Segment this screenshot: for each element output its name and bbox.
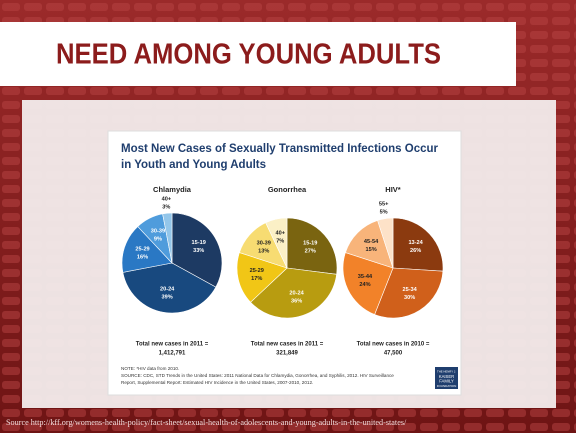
pie-slice <box>171 212 223 288</box>
slice-label: 20-24 36% <box>289 291 304 305</box>
slice-category: 13-24 <box>408 240 423 246</box>
slide-heading: NEED AMONG YOUNG ADULTS <box>56 39 441 71</box>
slice-value-label: 27% <box>305 249 316 255</box>
slice-value-label: 24% <box>359 283 370 289</box>
chart-title: HIV* <box>385 185 401 194</box>
pie-slice <box>286 217 338 275</box>
slice-value-label: 7% <box>276 239 284 245</box>
slice-label: 25-29 16% <box>135 247 149 261</box>
slice-value-label: 33% <box>193 249 204 255</box>
slice-value-label: 15% <box>365 248 376 254</box>
slice-label: 35-44 24% <box>358 275 373 289</box>
slice-label: 30-39 9% <box>151 229 165 243</box>
slice-label: 13-24 26% <box>408 240 423 254</box>
slice-value-label: 3% <box>162 205 170 211</box>
chart-title: Gonorrhea <box>268 185 307 194</box>
slice-category: 20-24 <box>160 287 175 293</box>
figure-note: NOTE: *HIV data from 2010. <box>121 366 179 371</box>
logo-text: KAISER <box>439 374 454 379</box>
total-value: 321,849 <box>276 351 298 357</box>
total-value: 1,412,791 <box>159 351 186 357</box>
slice-category: 20-24 <box>289 291 304 297</box>
slice-category: 25-34 <box>402 288 417 294</box>
slice-category: 15-19 <box>192 241 206 247</box>
total-label: Total new cases in 2010 = <box>357 342 430 348</box>
pie-chart: Gonorrhea 15-19 27% 20-24 36% 25-29 17% 30-39 13… <box>236 185 338 357</box>
slice-category: 25-29 <box>250 268 264 274</box>
logo-text: THE HENRY J. <box>437 370 456 374</box>
total-value: 47,500 <box>384 351 403 357</box>
slice-label: 40+ 7% <box>275 231 285 245</box>
slice-value-label: 36% <box>291 299 302 305</box>
slice-label: 25-29 17% <box>250 268 264 282</box>
slice-category: 25-29 <box>135 247 149 253</box>
slice-value-label: 26% <box>410 248 421 254</box>
figure-note: SOURCE: CDC, STD Trends in the United St… <box>121 373 394 378</box>
slice-value-label: 17% <box>251 276 262 282</box>
slice-label: 15-19 27% <box>303 241 317 255</box>
slice-category: 55+ <box>379 202 389 208</box>
slice-category: 35-44 <box>358 275 373 281</box>
pie-slice <box>250 267 337 319</box>
pie-slice <box>392 217 444 272</box>
slice-value-label: 39% <box>162 295 173 301</box>
pie-slice <box>121 226 173 273</box>
slice-value-label: 13% <box>258 249 269 255</box>
source-text: Source http://kff.org/womens-health-poli… <box>6 418 407 427</box>
pie-slice <box>374 267 444 319</box>
logo-text: FAMILY <box>439 379 454 384</box>
slice-label: 20-24 39% <box>160 287 175 301</box>
slice-category: 30-39 <box>151 229 165 235</box>
pie-slice <box>236 252 288 303</box>
pie-chart: Chlamydia 15-19 33% 20-24 39% 25-29 16% 30-39 9%… <box>121 185 223 357</box>
slice-label: 25-34 30% <box>402 288 417 302</box>
figure-title: in Youth and Young Adults <box>121 159 266 171</box>
logo-text: FOUNDATION <box>437 384 457 388</box>
pie-slice <box>377 217 394 269</box>
slice-category: 40+ <box>162 197 172 203</box>
pie-slice <box>342 252 394 315</box>
slice-label: 15-19 33% <box>192 241 206 255</box>
slice-label: 45-54 15% <box>364 240 379 254</box>
slice-category: 30-39 <box>257 241 271 247</box>
heading-banner <box>0 22 516 86</box>
total-label: Total new cases in 2011 = <box>251 342 324 348</box>
total-label: Total new cases in 2011 = <box>136 342 209 348</box>
slice-value-label: 9% <box>154 237 162 243</box>
slice-label: 55+ 5% <box>379 202 389 216</box>
pie-slice <box>122 262 217 314</box>
slice-value-label: 5% <box>380 210 388 216</box>
figure-note: Report, Supplemental Report: Estimated H… <box>121 380 313 385</box>
slice-value-label: 30% <box>404 296 415 302</box>
slice-value-label: 16% <box>137 255 148 261</box>
figure-title: Most New Cases of Sexually Transmitted I… <box>121 143 439 155</box>
pie-chart: HIV*13-24 26%25-34 30%35-44 24%45-54 15%55+ 5… <box>342 185 444 357</box>
logo <box>435 367 458 389</box>
pie-slice <box>265 217 288 269</box>
slice-category: 40+ <box>275 231 285 237</box>
slice-label: 30-39 13% <box>257 241 271 255</box>
slice-category: 15-19 <box>303 241 317 247</box>
slice-category: 45-54 <box>364 240 379 246</box>
chart-title: Chlamydia <box>153 185 192 194</box>
charts: Chlamydia 15-19 33% 20-24 39% 25-29 16% 30-39 9%… <box>121 185 444 357</box>
slice-label: 40+ 3% <box>162 197 172 211</box>
pie-slice <box>162 212 173 264</box>
